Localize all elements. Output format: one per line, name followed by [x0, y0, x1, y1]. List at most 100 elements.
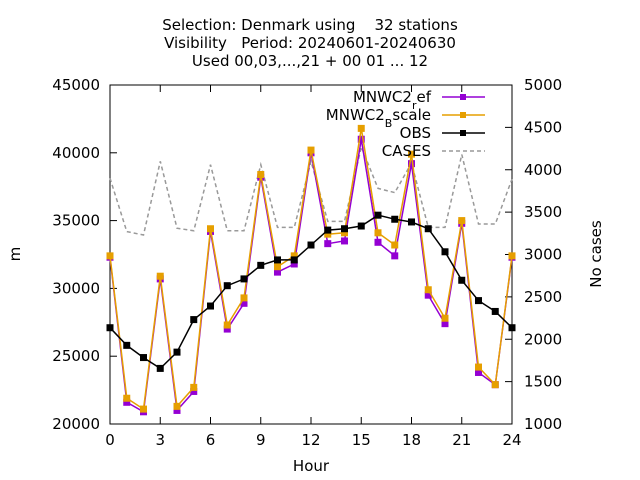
legend-item: CASES: [382, 142, 485, 160]
chart-title: Selection: Denmark using 32 stations Vis…: [162, 16, 458, 70]
data-point: [475, 297, 482, 305]
data-point: [441, 248, 449, 256]
data-point: [458, 217, 466, 225]
y2-axis-label: No cases: [587, 220, 605, 288]
data-point: [290, 256, 298, 264]
data-point: [106, 324, 114, 332]
x-tick-label: 0: [105, 431, 115, 449]
data-point: [441, 314, 449, 322]
x-tick-label: 3: [155, 431, 165, 449]
data-point: [508, 252, 516, 260]
data-point: [156, 272, 164, 280]
y-tick-label: 45000: [52, 76, 100, 94]
data-point: [324, 240, 332, 248]
legend-item: OBS: [400, 124, 485, 142]
data-point: [223, 321, 231, 329]
y2-tick-label: 2000: [524, 330, 562, 348]
data-point: [341, 225, 348, 233]
data-point: [374, 238, 382, 246]
legend-label: OBS: [400, 124, 431, 142]
data-point: [491, 307, 499, 315]
data-point: [324, 226, 332, 234]
data-point: [374, 229, 382, 237]
y-axis-label: m: [6, 247, 24, 262]
data-point: [190, 316, 198, 324]
data-point: [357, 124, 365, 132]
y2-tick-label: 3000: [524, 246, 562, 264]
data-point: [207, 302, 214, 310]
x-axis-label: Hour: [293, 457, 330, 475]
y2-tick-label: 5000: [524, 76, 562, 94]
data-point: [123, 394, 131, 402]
data-point: [391, 215, 399, 223]
data-point: [357, 135, 365, 143]
series-line: [109, 128, 513, 411]
data-point: [240, 294, 248, 302]
data-point: [257, 261, 265, 269]
data-point: [173, 402, 181, 410]
y-tick-label: 40000: [52, 144, 100, 162]
x-tick-label: 9: [256, 431, 266, 449]
data-point: [391, 252, 399, 260]
y2-tick-label: 4500: [524, 118, 562, 136]
data-point: [424, 286, 432, 294]
axis-ticks: 0 3 6 9 12 15 18 21 24 20000 25000 30000 35000 40000 4…: [52, 76, 562, 449]
legend-marker: [460, 130, 466, 136]
y2-tick-label: 4000: [524, 161, 562, 179]
series-cases: [109, 144, 513, 236]
x-tick-label: 12: [301, 431, 320, 449]
y2-tick-label: 1500: [524, 373, 562, 391]
data-point: [274, 263, 281, 271]
data-point: [190, 383, 198, 391]
legend-label: MNWC2Bscale: [326, 106, 431, 130]
x-tick-label: 18: [402, 431, 421, 449]
data-point: [106, 252, 114, 260]
legend-label: CASES: [382, 142, 431, 160]
y-tick-label: 35000: [52, 212, 100, 230]
data-point: [408, 160, 415, 168]
legend-marker: [460, 94, 466, 100]
y2-tick-label: 1000: [524, 415, 562, 433]
x-tick-label: 6: [206, 431, 216, 449]
data-point: [140, 405, 147, 413]
legend-item: MNWC2ref: [353, 88, 485, 112]
data-point: [475, 363, 482, 371]
data-point: [307, 241, 315, 249]
data-point: [374, 211, 382, 219]
data-point: [357, 222, 365, 230]
legend-label: MNWC2ref: [353, 88, 432, 112]
data-point: [140, 354, 147, 362]
x-tick-label: 15: [352, 431, 371, 449]
series-mnwc2-bscale: [106, 124, 516, 413]
data-point: [257, 170, 265, 178]
title-line-1: Selection: Denmark using 32 stations: [162, 16, 458, 34]
title-line-2: Visibility Period: 20240601-20240630: [164, 34, 456, 52]
title-line-3: Used 00,03,...,21 + 00 01 ... 12: [192, 52, 428, 70]
plot-frame: [109, 84, 513, 425]
data-point: [408, 218, 415, 226]
data-point: [156, 364, 164, 372]
data-point: [240, 275, 248, 283]
data-point: [341, 237, 348, 245]
data-point: [491, 381, 499, 389]
legend-marker: [460, 112, 466, 118]
data-point: [458, 276, 466, 284]
data-point: [274, 256, 281, 264]
series-line: [109, 214, 513, 370]
series-line: [109, 144, 513, 236]
legend-item: MNWC2Bscale: [326, 106, 485, 130]
data-point: [223, 282, 231, 290]
x-tick-label: 24: [502, 431, 521, 449]
y2-tick-label: 2500: [524, 288, 562, 306]
data-point: [123, 341, 131, 349]
data-point: [173, 348, 181, 356]
series-layer: [106, 124, 516, 416]
data-point: [207, 225, 214, 233]
x-tick-label: 21: [452, 431, 471, 449]
series-mnwc2-ref: [106, 135, 516, 416]
data-point: [307, 146, 315, 154]
y-tick-label: 25000: [52, 347, 100, 365]
